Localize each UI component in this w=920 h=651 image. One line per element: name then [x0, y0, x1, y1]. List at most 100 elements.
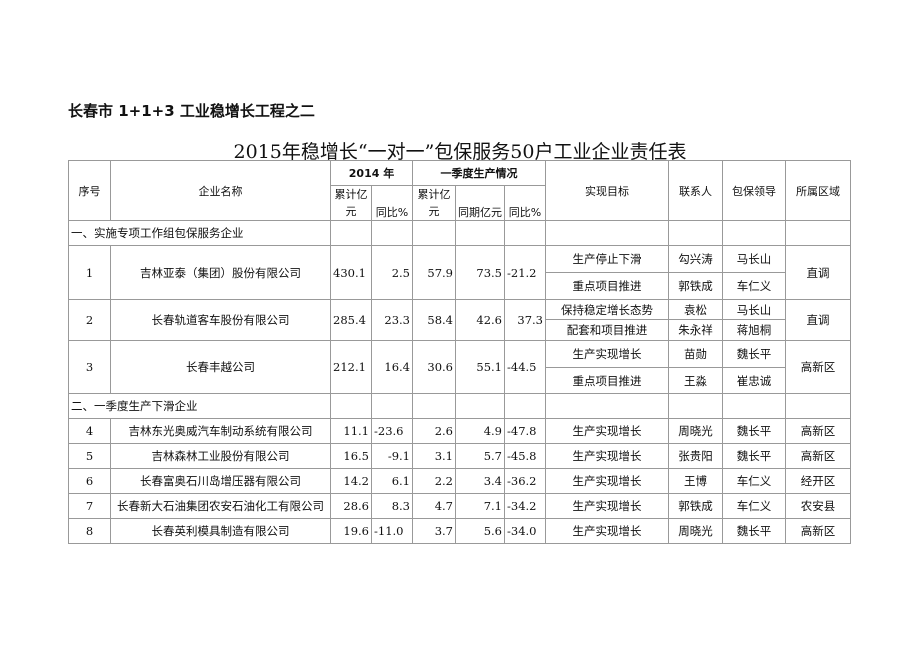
empty-cell	[668, 393, 723, 419]
header-cum-2014: 累计亿元	[330, 185, 372, 221]
contact: 王博	[668, 468, 723, 494]
yoy-2014: 23.3	[371, 299, 413, 341]
company-name: 吉林东光奥威汽车制动系统有限公司	[110, 418, 331, 444]
leader: 马长山	[722, 299, 786, 320]
empty-cell	[412, 220, 456, 246]
cum-2014: 212.1	[330, 340, 372, 394]
prev-period: 73.5	[455, 245, 505, 300]
header-name: 企业名称	[110, 160, 331, 221]
contact: 袁松	[668, 299, 723, 320]
table-row: 5 吉林森林工业股份有限公司 16.5 -9.1 3.1 5.7 -45.8 生产实现增长 张贵…	[68, 443, 851, 469]
yoy-2014: -23.6	[371, 418, 413, 444]
table-subrow: 重点项目推进 郭铁成 车仁义	[69, 272, 851, 300]
yoy-2014: 2.5	[371, 245, 413, 300]
target: 保持稳定增长态势	[545, 299, 669, 320]
empty-cell	[545, 393, 669, 419]
section-title: 一、实施专项工作组包保服务企业	[68, 220, 331, 246]
leader: 车仁义	[722, 272, 786, 300]
table-row: 2 长春轨道客车股份有限公司 285.4 23.3 58.4 42.6 37.3 保持稳定增长…	[68, 299, 851, 341]
cum-q1: 3.7	[412, 518, 456, 544]
district: 高新区	[785, 443, 851, 469]
seq-cell: 6	[68, 468, 111, 494]
document-subtitle: 长春市 1+1+3 工业稳增长工程之二	[68, 102, 315, 120]
cum-2014: 28.6	[330, 493, 372, 519]
table-row: 1 吉林亚泰（集团）股份有限公司 430.1 2.5 57.9 73.5 -21.2 生产停止…	[68, 245, 851, 300]
prev-period: 55.1	[455, 340, 505, 394]
seq-cell: 3	[68, 340, 111, 394]
empty-cell	[722, 393, 786, 419]
target: 生产实现增长	[545, 443, 669, 469]
company-name: 吉林森林工业股份有限公司	[110, 443, 331, 469]
cum-2014: 285.4	[330, 299, 372, 341]
target: 生产实现增长	[545, 518, 669, 544]
seq-cell: 8	[68, 518, 111, 544]
target: 生产实现增长	[545, 340, 669, 368]
header-contact: 联系人	[668, 160, 723, 221]
contact: 周晓光	[668, 518, 723, 544]
yoy-2014: 16.4	[371, 340, 413, 394]
leader: 魏长平	[722, 443, 786, 469]
yoy-q1: 37.3	[504, 299, 546, 341]
prev-period: 7.1	[455, 493, 505, 519]
prev-period: 4.9	[455, 418, 505, 444]
leader: 魏长平	[722, 518, 786, 544]
company-name: 吉林亚泰（集团）股份有限公司	[110, 245, 331, 300]
company-name: 长春新大石油集团农安石油化工有限公司	[110, 493, 331, 519]
empty-cell	[330, 393, 372, 419]
leader: 崔忠诚	[722, 367, 786, 394]
yoy-2014: 8.3	[371, 493, 413, 519]
empty-cell	[371, 220, 413, 246]
empty-cell	[330, 220, 372, 246]
district: 直调	[785, 299, 851, 341]
seq-cell: 5	[68, 443, 111, 469]
yoy-2014: -9.1	[371, 443, 413, 469]
company-name: 长春富奥石川岛增压器有限公司	[110, 468, 331, 494]
yoy-q1: -47.8	[504, 418, 546, 444]
header-target: 实现目标	[545, 160, 669, 221]
section-row: 二、一季度生产下滑企业	[68, 393, 851, 419]
cum-q1: 58.4	[412, 299, 456, 341]
header-seq: 序号	[68, 160, 111, 221]
header-cum-q1: 累计亿元	[412, 185, 456, 221]
seq-cell: 1	[68, 245, 111, 300]
cum-q1: 2.6	[412, 418, 456, 444]
table-subrow: 配套和项目推进 朱永祥 蒋旭桐	[69, 319, 851, 341]
contact: 朱永祥	[668, 319, 723, 341]
empty-cell	[785, 220, 851, 246]
empty-cell	[668, 220, 723, 246]
contact: 郭铁成	[668, 493, 723, 519]
company-name: 长春轨道客车股份有限公司	[110, 299, 331, 341]
table-row: 3 长春丰越公司 212.1 16.4 30.6 55.1 -44.5 生产实现增长 苗勋 魏长平…	[68, 340, 851, 394]
company-name: 长春丰越公司	[110, 340, 331, 394]
yoy-q1: -45.8	[504, 443, 546, 469]
district: 高新区	[785, 518, 851, 544]
leader: 魏长平	[722, 418, 786, 444]
responsibility-table: 序号 企业名称 2014 年 一季度生产情况 实现目标 联系人 包保领导 所属区…	[68, 160, 851, 544]
yoy-2014: 6.1	[371, 468, 413, 494]
seq-cell: 2	[68, 299, 111, 341]
district: 农安县	[785, 493, 851, 519]
cum-2014: 16.5	[330, 443, 372, 469]
table-row: 7 长春新大石油集团农安石油化工有限公司 28.6 8.3 4.7 7.1 -34.2 生产实…	[68, 493, 851, 519]
empty-cell	[412, 393, 456, 419]
empty-cell	[455, 220, 505, 246]
cum-q1: 57.9	[412, 245, 456, 300]
district: 经开区	[785, 468, 851, 494]
contact: 勾兴涛	[668, 245, 723, 273]
cum-q1: 4.7	[412, 493, 456, 519]
yoy-2014: -11.0	[371, 518, 413, 544]
section-row: 一、实施专项工作组包保服务企业	[68, 220, 851, 246]
header-q1: 一季度生产情况	[412, 160, 546, 186]
header-prev: 同期亿元	[455, 185, 505, 221]
district: 高新区	[785, 418, 851, 444]
contact: 周晓光	[668, 418, 723, 444]
empty-cell	[722, 220, 786, 246]
empty-cell	[785, 393, 851, 419]
table-row: 8 长春英利模具制造有限公司 19.6 -11.0 3.7 5.6 -34.0 生产实现增长周…	[68, 518, 851, 544]
empty-cell	[545, 220, 669, 246]
target: 生产实现增长	[545, 468, 669, 494]
cum-q1: 2.2	[412, 468, 456, 494]
target: 配套和项目推进	[545, 319, 669, 341]
contact: 王淼	[668, 367, 723, 394]
target: 重点项目推进	[545, 367, 669, 394]
